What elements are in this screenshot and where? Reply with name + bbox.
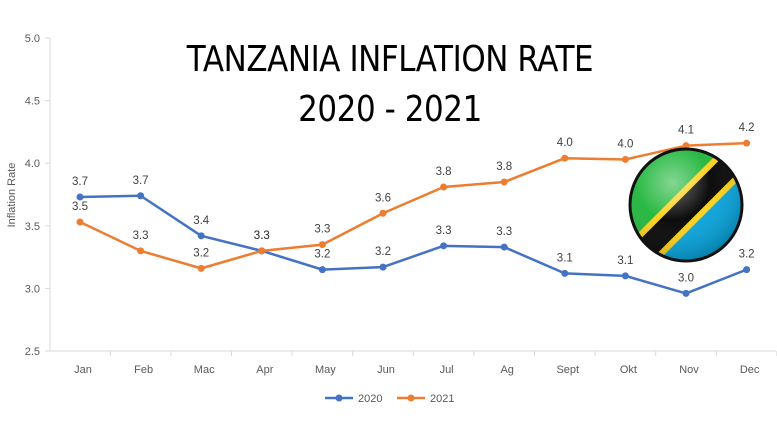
data-point-2021 bbox=[197, 264, 205, 272]
data-label-2021: 3.3 bbox=[254, 230, 270, 242]
series-group bbox=[76, 139, 751, 297]
data-label-2021: 3.6 bbox=[375, 192, 391, 204]
y-axis-label: Inflation Rate bbox=[6, 163, 18, 228]
x-tick-label: Feb bbox=[134, 364, 153, 376]
y-tick-label: 2.5 bbox=[25, 346, 40, 358]
x-tick-label: Mac bbox=[194, 364, 215, 376]
data-point-2021 bbox=[318, 241, 326, 249]
data-label-2021: 3.3 bbox=[133, 230, 149, 242]
data-point-2020 bbox=[197, 232, 205, 240]
data-label-2020: 3.3 bbox=[496, 226, 512, 238]
data-point-2021 bbox=[76, 218, 84, 226]
y-axis-label-group: Inflation Rate bbox=[6, 163, 18, 228]
data-point-2021 bbox=[621, 155, 629, 163]
legend-label-2020: 2020 bbox=[358, 393, 382, 405]
x-tick-label: May bbox=[315, 364, 336, 376]
x-tick-label: Jun bbox=[377, 364, 395, 376]
x-tick-label: Apr bbox=[256, 364, 273, 376]
y-tick-label: 4.0 bbox=[25, 158, 40, 170]
data-point-2020 bbox=[743, 266, 751, 274]
data-point-2021 bbox=[258, 247, 266, 255]
data-label-2020: 3.2 bbox=[314, 249, 330, 261]
data-labels-group: 3.7 3.7 3.4 3.3 3.2 3.2 3.3 3.3 3.1 3.1 3.0 3.2 3.5 3… bbox=[72, 122, 755, 284]
data-label-2021: 3.5 bbox=[72, 201, 88, 213]
data-label-2021: 3.8 bbox=[496, 161, 512, 173]
data-label-2020: 3.7 bbox=[133, 175, 149, 187]
data-point-2020 bbox=[621, 272, 629, 280]
data-point-2021 bbox=[682, 142, 690, 150]
x-tick-label: Jan bbox=[74, 364, 92, 376]
axes: 2.5 3.0 3.5 4.0 4.5 5.0 Jan Feb Mac Apr May Jun Jul A… bbox=[25, 33, 777, 376]
data-label-2020: 3.1 bbox=[557, 252, 573, 264]
data-point-2021 bbox=[440, 183, 448, 191]
data-label-2020: 3.3 bbox=[436, 225, 452, 237]
data-point-2021 bbox=[137, 247, 145, 255]
data-label-2020: 3.2 bbox=[375, 246, 391, 258]
series-line-2020 bbox=[79, 194, 748, 295]
legend-label-2021: 2021 bbox=[430, 393, 454, 405]
data-label-2020: 3.4 bbox=[193, 215, 210, 227]
series-line-2021 bbox=[79, 141, 747, 270]
data-point-2021 bbox=[500, 178, 508, 186]
data-label-2021: 3.8 bbox=[436, 166, 452, 178]
data-point-2020 bbox=[318, 266, 326, 274]
data-label-2020: 3.7 bbox=[72, 176, 88, 188]
y-tick-label: 3.0 bbox=[25, 283, 40, 295]
data-label-2021: 4.0 bbox=[617, 138, 633, 150]
x-tick-label: Sept bbox=[556, 364, 579, 376]
data-label-2020: 3.3 bbox=[254, 230, 270, 242]
data-point-2020 bbox=[500, 243, 508, 251]
y-tick-label: 5.0 bbox=[25, 33, 40, 45]
chart-title-line1: TANZANIA INFLATION RATE bbox=[186, 39, 594, 80]
y-tick-label: 4.5 bbox=[25, 96, 40, 108]
chart-title-line2: 2020 - 2021 bbox=[298, 89, 482, 130]
legend-marker-2021 bbox=[407, 394, 415, 402]
legend-marker-2020 bbox=[335, 394, 343, 402]
data-point-2021 bbox=[743, 139, 751, 147]
data-label-2020: 3.2 bbox=[739, 249, 755, 261]
data-point-2020 bbox=[440, 242, 448, 250]
data-label-2020: 3.0 bbox=[678, 272, 694, 284]
data-point-2020 bbox=[379, 263, 387, 271]
x-tick-label: Jul bbox=[440, 364, 454, 376]
x-tick-label: Dec bbox=[740, 364, 760, 376]
legend: 2020 2021 bbox=[325, 393, 454, 405]
data-label-2021: 4.1 bbox=[678, 125, 694, 137]
tanzania-flag-icon bbox=[628, 147, 744, 263]
data-point-2021 bbox=[561, 154, 569, 162]
data-label-2021: 3.3 bbox=[314, 224, 330, 236]
data-label-2021: 3.2 bbox=[193, 247, 209, 259]
x-tick-label: Okt bbox=[620, 364, 637, 376]
data-label-2020: 3.1 bbox=[617, 255, 633, 267]
x-tick-label: Nov bbox=[679, 364, 699, 376]
x-tick-label: Ag bbox=[500, 364, 513, 376]
data-point-2021 bbox=[379, 209, 387, 217]
data-point-2020 bbox=[561, 269, 569, 277]
data-point-2020 bbox=[682, 289, 690, 297]
data-point-2020 bbox=[137, 192, 145, 200]
data-label-2021: 4.0 bbox=[557, 137, 573, 149]
y-tick-label: 3.5 bbox=[25, 221, 40, 233]
data-label-2021: 4.2 bbox=[739, 122, 755, 134]
data-point-2020 bbox=[76, 193, 84, 201]
